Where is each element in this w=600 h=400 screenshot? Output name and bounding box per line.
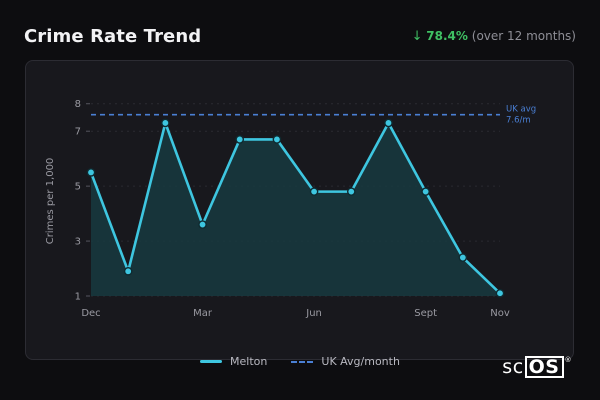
data-point [309,187,319,196]
data-point [384,118,393,128]
x-tick-label: Mar [193,308,213,319]
chart-title: Crime Rate Trend [24,26,202,47]
data-point [198,220,207,229]
y-tick-label: 1 [75,292,81,303]
brand-logo: sc OS ® [502,356,572,378]
legend-reference-label: UK Avg/month [321,355,400,368]
data-point [272,135,282,144]
legend-swatch-solid [200,360,223,363]
down-arrow-icon: ↓ [411,29,423,44]
data-point [86,168,96,177]
data-point [161,118,170,128]
series-area-fill [91,122,500,297]
legend-series-label: Melton [230,355,268,368]
legend-swatch-dashed [291,360,314,363]
data-point [458,253,468,262]
reference-label-line2: 7.6/m [506,116,531,126]
x-tick-label: Nov [490,308,510,319]
trend-summary: ↓ 78.4% (over 12 months) [412,29,576,44]
y-tick-label: 8 [75,99,81,110]
x-tick-label: Jun [305,308,322,319]
legend-item-series[interactable]: Melton [200,355,267,368]
data-point [421,187,430,196]
y-axis-label: Crimes per 1,000 [45,158,56,245]
label-layer: 1 3 5 7 8 Crimes per 1,000 Dec Mar Jun Sept Nov UK … [45,99,536,319]
chart-legend: Melton UK Avg/month [0,355,600,368]
x-tick-label: Sept [414,308,437,319]
data-point [495,288,505,298]
y-tick-label: 7 [75,127,81,138]
y-tick-label: 3 [75,237,81,248]
line-layer [89,121,502,295]
series-line [89,121,502,295]
change-period: (over 12 months) [471,29,576,43]
data-point [235,135,245,144]
y-tick-label: 5 [75,182,81,193]
change-percentage: 78.4% [426,29,468,43]
point-layer [86,118,505,298]
data-point [123,266,133,276]
reference-label-line1: UK avg [506,105,536,115]
legend-item-reference[interactable]: UK Avg/month [291,355,400,368]
registered-mark: ® [564,356,572,364]
x-tick-label: Dec [81,308,100,319]
data-point [346,187,356,196]
area-layer [91,122,500,297]
logo-boxed-text: OS [524,356,564,378]
logo-text: sc [502,356,524,378]
